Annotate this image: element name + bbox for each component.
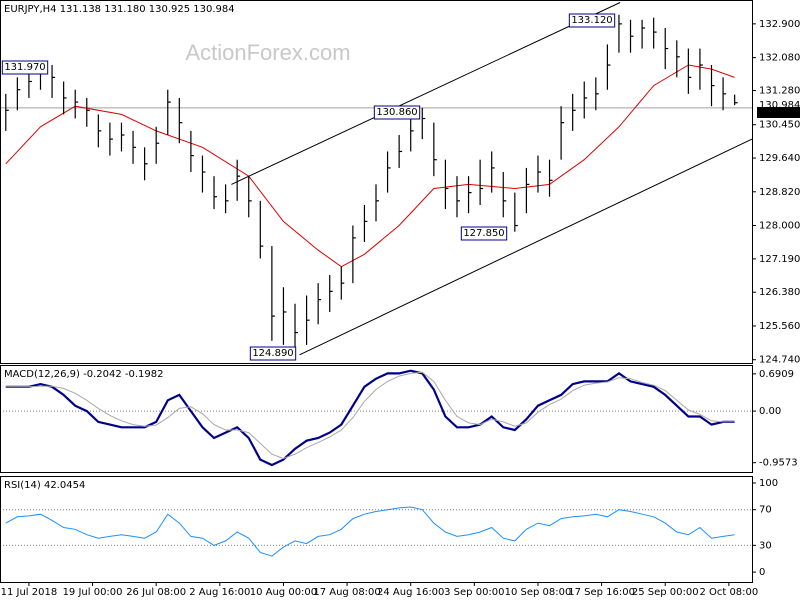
y-tick-label: 125.560 [759,321,800,332]
panel [0,369,752,467]
y-tick-label: 126.380 [759,287,800,298]
y-tick-label: 70 [759,505,772,516]
series-line [5,369,735,467]
x-tick-label: 26 Jul 08:00 [126,587,186,598]
panel-frame [0,365,753,473]
panel-title: MACD(12,26,9) -0.2042 -0.1982 [4,369,164,380]
x-tick-label: 25 Sep 00:00 [632,587,699,598]
y-tick-label: 0.6909 [759,369,794,380]
x-tick-label: 3 Sep 00:00 [444,587,504,598]
x-tick-label: 10 Sep 08:00 [505,587,572,598]
panel-title: EURJPY,H4 131.138 131.180 130.925 130.98… [4,4,235,15]
panel-frame [0,0,753,364]
watermark: ActionForex.com [185,40,350,65]
series-line [5,506,735,557]
series-line [5,371,735,460]
panel [0,506,752,557]
price-label-box [757,100,800,111]
annotation: 130.860 [376,107,417,118]
panel [0,2,752,356]
y-tick-label: 124.740 [759,355,800,366]
annotation-box [1,60,49,75]
annotation: 133.120 [571,15,612,26]
y-tick-label: 127.190 [759,254,800,265]
y-tick-label: 132.080 [759,53,800,64]
y-tick-label: 100 [759,478,778,489]
annotation-box [249,346,297,361]
price-label: 130.860 [759,107,800,118]
annotation: 124.890 [252,348,293,359]
overlay-line [299,138,752,356]
price-label-box [757,107,800,118]
y-tick-label: 30 [759,540,772,551]
y-tick-label: -0.9573 [759,458,798,469]
annotation: 127.850 [463,228,504,239]
x-tick-label: 17 Aug 08:00 [313,587,380,598]
y-tick-label: 130.450 [759,120,800,131]
overlay-line [5,64,735,268]
price-label: 130.984 [759,100,800,111]
y-tick-label: 129.640 [759,153,800,164]
y-tick-label: 131.280 [759,86,800,97]
y-tick-label: 0 [759,567,765,578]
x-tick-label: 2 Oct 08:00 [699,587,758,598]
annotation-box [568,13,616,28]
panel-frame [0,476,753,583]
y-tick-label: 132.900 [759,19,800,30]
x-tick-label: 10 Aug 00:00 [250,587,317,598]
y-tick-label: 0.00 [759,406,781,417]
annotation: 131.970 [4,62,45,73]
panel-title: RSI(14) 42.0454 [4,480,85,491]
x-tick-label: 2 Aug 16:00 [189,587,250,598]
y-tick-label: 128.000 [759,221,800,232]
annotation-box [373,105,421,120]
annotation-box [460,226,508,241]
x-tick-label: 19 Jul 00:00 [63,587,123,598]
x-tick-label: 11 Jul 2018 [1,587,58,598]
y-tick-label: 128.820 [759,187,800,198]
x-tick-label: 17 Sep 16:00 [568,587,635,598]
x-tick-label: 24 Aug 16:00 [377,587,444,598]
overlay-line [231,2,621,185]
